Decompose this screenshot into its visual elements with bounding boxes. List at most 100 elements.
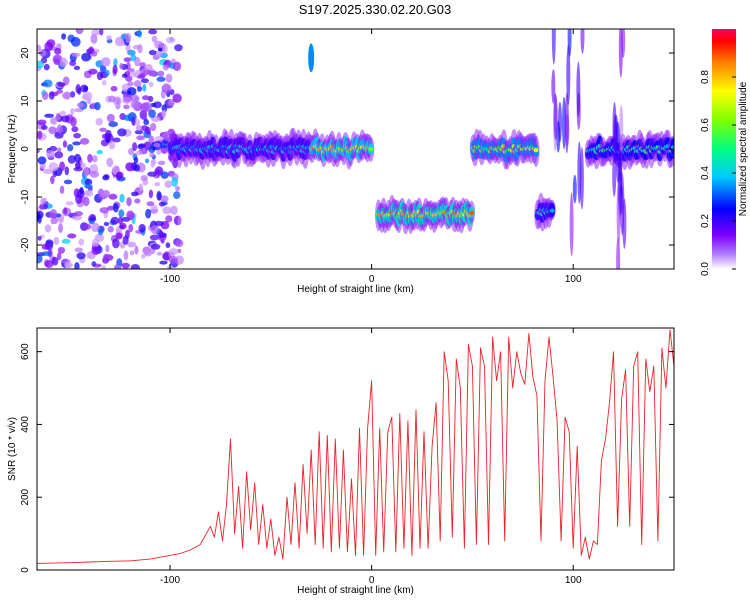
heat-cell — [121, 73, 128, 78]
heat-cell — [63, 179, 73, 185]
snr-series-line — [37, 329, 674, 564]
heat-cell — [143, 119, 150, 126]
heat-cell — [37, 254, 43, 264]
heat-cell — [103, 253, 109, 261]
heat-cell — [165, 36, 176, 44]
heat-cell — [533, 147, 539, 153]
heat-cell — [139, 62, 146, 68]
heat-cell — [150, 204, 159, 215]
heat-cell — [100, 57, 111, 67]
heat-cell — [108, 193, 118, 200]
heat-cell — [62, 140, 68, 148]
heat-cell — [38, 49, 47, 57]
heat-cell — [123, 104, 130, 110]
heat-cell — [99, 29, 104, 36]
heat-feature-band — [308, 128, 375, 170]
heat-cell — [70, 37, 81, 47]
heat-cell — [106, 157, 114, 168]
heat-cell — [41, 125, 48, 130]
y-tick-label: 200 — [20, 488, 31, 505]
heat-cell — [92, 154, 98, 162]
heat-cell — [37, 119, 47, 126]
heat-cell — [110, 216, 119, 225]
heat-cell — [67, 144, 74, 152]
heat-cell — [551, 69, 556, 104]
colorbar-tick-label: 0.2 — [700, 214, 711, 228]
heat-feature-spike — [308, 43, 315, 73]
heat-cell — [549, 208, 555, 213]
heat-cell — [37, 148, 40, 154]
heat-cell — [160, 201, 168, 206]
heat-cell — [154, 40, 164, 49]
y-tick-label: 400 — [20, 416, 31, 433]
heat-cell — [156, 76, 166, 82]
figure-title: S197.2025.330.02.20.G03 — [298, 2, 452, 17]
heat-cell — [125, 75, 133, 82]
heat-cell — [110, 86, 118, 92]
heat-cell — [130, 94, 139, 102]
heat-cell — [105, 244, 110, 253]
heat-cell — [119, 222, 127, 230]
heat-cell — [132, 142, 138, 152]
heat-feature-streak — [612, 29, 627, 269]
heat-cell — [70, 107, 75, 116]
heat-cell — [150, 160, 155, 168]
heat-cell — [150, 243, 161, 250]
heat-cell — [117, 216, 124, 225]
heat-cell — [72, 215, 82, 221]
heat-cell — [137, 29, 142, 38]
heat-cell — [61, 238, 71, 244]
heat-cell — [83, 190, 90, 197]
heat-cell — [128, 223, 134, 233]
heat-cell — [172, 61, 182, 72]
heat-cell — [43, 63, 50, 71]
heat-cell — [133, 156, 139, 164]
heat-cell — [87, 153, 93, 163]
heat-cell — [50, 218, 55, 225]
heat-cell — [127, 68, 135, 73]
heat-cell — [126, 197, 132, 207]
heat-cell — [49, 91, 59, 97]
heat-cell — [170, 205, 178, 215]
heat-cell — [75, 29, 84, 35]
heat-cell — [145, 208, 152, 219]
heat-cell — [564, 92, 569, 154]
heat-cell — [101, 133, 108, 139]
heat-cell — [142, 83, 147, 92]
heat-cell — [148, 81, 154, 88]
heat-cell — [174, 44, 183, 52]
x-tick-label: 0 — [369, 575, 375, 586]
heat-cell — [115, 171, 123, 180]
heat-cell — [173, 191, 181, 200]
heat-cell — [551, 29, 556, 65]
snr-chart: -100 0 100 0 200 400 600 Height of straight lin… — [7, 327, 675, 596]
y-tick-label: 0 — [20, 146, 31, 152]
heat-cell — [91, 238, 100, 248]
y-axis-label: SNR (10 * v/v) — [7, 417, 18, 481]
heat-cell — [72, 141, 81, 146]
heat-cell — [88, 68, 98, 75]
y-tick-label: -20 — [20, 237, 31, 252]
heat-cell — [50, 175, 55, 185]
heat-cell — [572, 174, 577, 204]
heat-cell — [177, 216, 182, 225]
heat-cell — [112, 238, 120, 249]
heat-cell — [117, 128, 127, 137]
heat-cell — [89, 214, 96, 221]
heat-cell — [103, 221, 110, 227]
heat-cell — [111, 165, 120, 175]
heat-cell — [73, 132, 82, 139]
heat-cell — [58, 57, 68, 68]
heat-cell — [161, 109, 167, 118]
heat-cell — [54, 131, 64, 139]
heat-cell — [94, 102, 101, 111]
heat-cell — [128, 147, 135, 156]
heat-feature-noise — [37, 29, 184, 269]
heat-cell — [161, 83, 172, 94]
heat-cell — [140, 78, 149, 84]
snr-frame — [36, 327, 675, 571]
heat-cell — [137, 43, 143, 54]
heat-cell — [57, 246, 66, 254]
heat-cell — [63, 91, 71, 100]
heat-cell — [148, 189, 154, 199]
